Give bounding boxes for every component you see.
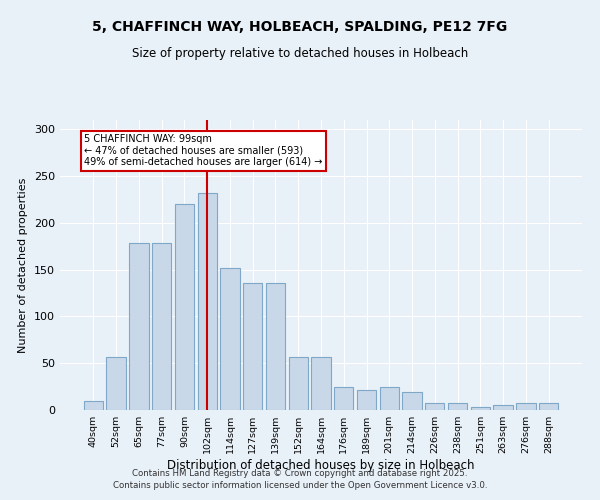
Bar xyxy=(493,406,513,410)
Bar xyxy=(152,244,172,410)
Bar xyxy=(266,283,285,410)
Bar xyxy=(220,268,239,410)
X-axis label: Distribution of detached houses by size in Holbeach: Distribution of detached houses by size … xyxy=(167,459,475,472)
Bar xyxy=(175,204,194,410)
Bar xyxy=(311,356,331,410)
Text: 5, CHAFFINCH WAY, HOLBEACH, SPALDING, PE12 7FG: 5, CHAFFINCH WAY, HOLBEACH, SPALDING, PE… xyxy=(92,20,508,34)
Y-axis label: Number of detached properties: Number of detached properties xyxy=(19,178,28,352)
Bar xyxy=(334,386,353,410)
Text: Contains HM Land Registry data © Crown copyright and database right 2025.
Contai: Contains HM Land Registry data © Crown c… xyxy=(113,468,487,490)
Bar xyxy=(516,402,536,410)
Bar xyxy=(243,283,262,410)
Text: Size of property relative to detached houses in Holbeach: Size of property relative to detached ho… xyxy=(132,48,468,60)
Bar xyxy=(129,244,149,410)
Text: 5 CHAFFINCH WAY: 99sqm
← 47% of detached houses are smaller (593)
49% of semi-de: 5 CHAFFINCH WAY: 99sqm ← 47% of detached… xyxy=(84,134,323,167)
Bar xyxy=(425,404,445,410)
Bar xyxy=(403,392,422,410)
Bar xyxy=(197,193,217,410)
Bar xyxy=(380,386,399,410)
Bar xyxy=(84,400,103,410)
Bar xyxy=(448,404,467,410)
Bar xyxy=(357,390,376,410)
Bar xyxy=(106,356,126,410)
Bar xyxy=(289,356,308,410)
Bar xyxy=(470,407,490,410)
Bar xyxy=(539,402,558,410)
